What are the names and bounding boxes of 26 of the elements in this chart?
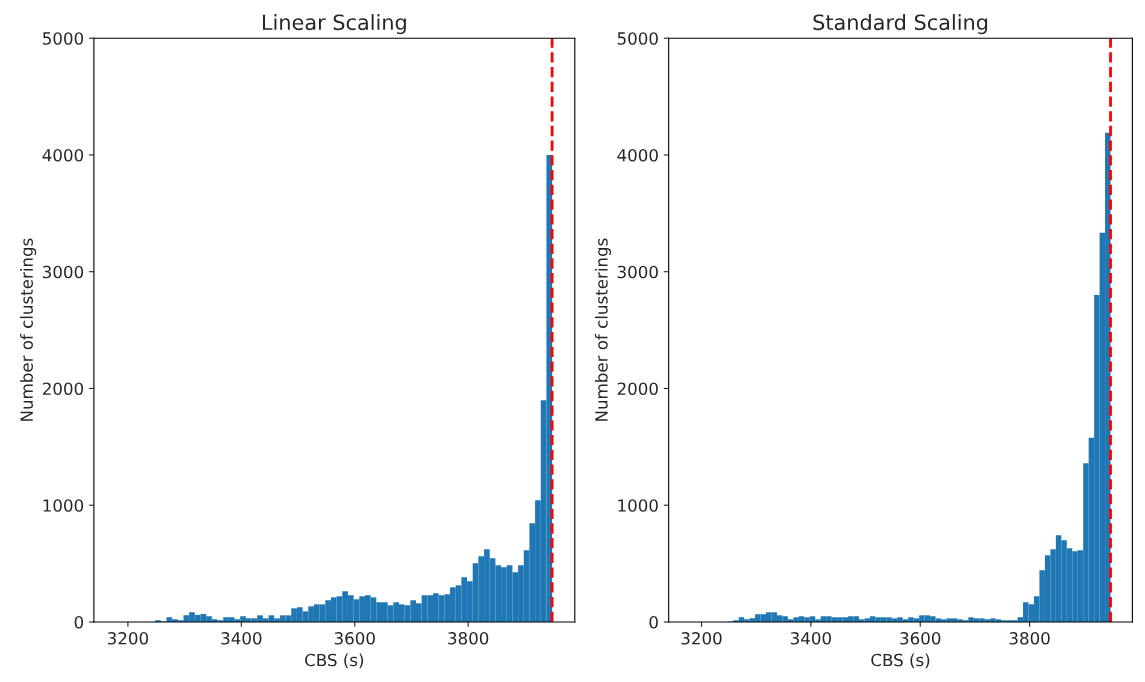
y-tick-label: 4000	[42, 148, 84, 162]
y-tick-label: 1000	[618, 499, 658, 512]
x-tick-label: 3600	[334, 632, 375, 645]
x-tick-label: 3400	[221, 632, 262, 645]
x-axis-title: CBS (s)	[871, 653, 930, 669]
y-axis-title: Number of clusterings	[20, 238, 37, 421]
chart-title: Standard Scaling	[813, 14, 988, 35]
chart-title: Linear Scaling	[262, 14, 406, 35]
x-tick-label: 3800	[448, 632, 489, 645]
x-tick-label: 3200	[681, 632, 722, 645]
x-axis-title: CBS (s)	[305, 653, 364, 669]
y-axis-title: Number of clusterings	[594, 238, 611, 421]
y-tick-label: 5000	[617, 32, 658, 45]
y-tick-label: 5000	[43, 32, 84, 45]
y-tick-label: 0	[74, 615, 84, 629]
y-tick-label: 1000	[43, 499, 84, 512]
y-tick-label: 2000	[617, 382, 658, 396]
y-tick-label: 2000	[42, 382, 84, 396]
y-tick-label: 3000	[43, 265, 84, 279]
x-tick-label: 3200	[107, 632, 149, 645]
x-tick-label: 3600	[900, 632, 941, 645]
x-tick-label: 3800	[1009, 632, 1050, 645]
y-tick-label: 4000	[617, 148, 658, 162]
x-tick-label: 3400	[790, 632, 831, 645]
y-tick-label: 0	[649, 615, 658, 629]
y-tick-label: 3000	[617, 265, 658, 279]
